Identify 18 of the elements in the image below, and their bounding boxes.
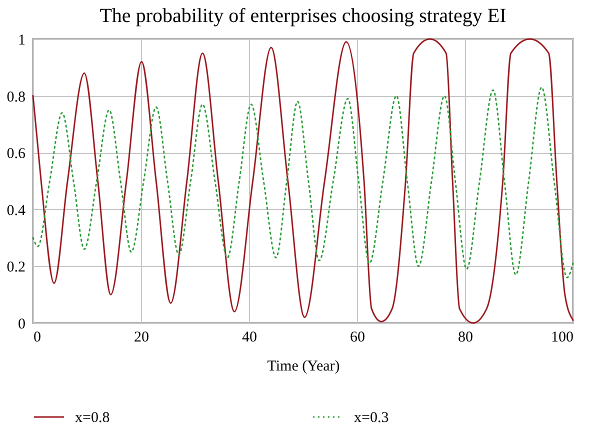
x-axis-title: Time (Year): [267, 358, 340, 374]
legend-label: x=0.3: [354, 410, 389, 425]
y-tick-label: 0: [18, 316, 26, 332]
line-series: [32, 86, 574, 278]
x-tick-label: 80: [458, 330, 473, 346]
y-tick-label: 0.6: [6, 146, 26, 162]
line-series: [32, 38, 574, 324]
y-tick-label: 1: [18, 32, 26, 48]
x-tick-label: 60: [350, 330, 365, 346]
x-tick-label: 40: [242, 330, 257, 346]
x-tick-label: 20: [134, 330, 149, 346]
x-tick-label: 100: [551, 330, 574, 346]
chart-title: The probability of enterprises choosing strategy EI: [100, 5, 506, 27]
y-tick-label: 0.4: [6, 202, 26, 219]
legend-label: x=0.8: [75, 410, 110, 425]
y-tick-label: 0.2: [6, 260, 26, 276]
y-tick-label: 0.8: [6, 89, 26, 106]
x-tick-label: 0: [34, 330, 41, 346]
